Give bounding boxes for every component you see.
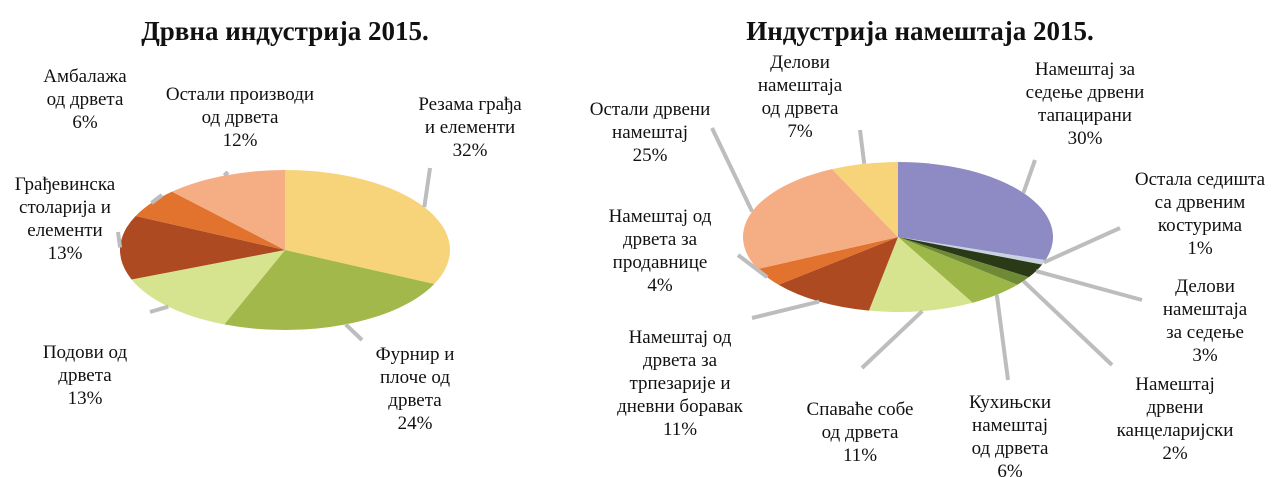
leader-line (150, 193, 164, 205)
slice-value-label: 13% (48, 243, 83, 264)
leader-line (116, 231, 123, 248)
slice-value-label: 6% (997, 461, 1023, 477)
pie-slice (224, 250, 435, 330)
slice-label: Спаваће собе од дрвета (807, 399, 914, 443)
slice-label: Амбалажа од дрвета (43, 66, 127, 110)
slice-value-label: 12% (223, 130, 258, 151)
pie-slice (778, 237, 898, 311)
pie-slice (868, 237, 973, 312)
chart-title: Индустрија намештаја 2015. (746, 16, 1094, 46)
pie-slice (285, 170, 451, 285)
slice-label: Делови намештаја од дрвета (758, 52, 843, 119)
slice-value-label: 32% (453, 140, 488, 161)
pie-slice (898, 237, 1018, 303)
pie-slice (898, 237, 1043, 278)
slice-value-label: 24% (398, 413, 433, 434)
leader-line (422, 167, 432, 208)
slice-value-label: 7% (787, 121, 813, 142)
pie-slice (898, 237, 1029, 285)
pie-slice (898, 237, 1046, 265)
pie-slice (757, 237, 898, 285)
leader-line (1043, 226, 1121, 265)
leader-line (1021, 159, 1037, 194)
slice-value-label: 1% (1187, 238, 1213, 259)
slice-label: Намештај за седење дрвени тапацирани (1026, 59, 1145, 126)
slice-value-label: 25% (633, 145, 668, 166)
leader-line (344, 322, 364, 342)
leader-line (736, 253, 769, 279)
slice-label: Подови од дрвета (43, 342, 128, 386)
leader-line (710, 127, 754, 213)
leader-line (222, 170, 230, 178)
leader-line (751, 299, 820, 320)
slice-label: Резама грађа и елементи (418, 94, 522, 138)
slice-label: Остали производи од дрвета (166, 84, 314, 128)
slice-label: Намештај од дрвета за трпезарије и дневни б… (617, 327, 744, 417)
slice-label: Делови намештаја за седење (1163, 276, 1248, 343)
leader-line (994, 294, 1010, 381)
slice-value-label: 3% (1192, 345, 1218, 366)
leader-line (860, 309, 924, 370)
slice-label: Остали дрвени намештај (590, 99, 711, 143)
pie-slice (135, 191, 285, 250)
pie-slice (743, 169, 898, 269)
chart-title: Дрвна индустрија 2015. (141, 16, 429, 46)
leader-line (149, 304, 169, 314)
slice-value-label: 30% (1068, 128, 1103, 149)
slice-value-label: 2% (1162, 443, 1188, 464)
leader-line (858, 129, 867, 165)
slice-label: Намештај од дрвета за продавнице (609, 206, 712, 273)
pie-slice (120, 215, 286, 280)
leader-line (1022, 279, 1114, 367)
slice-label: Фурнир и плоче од дрвета (376, 344, 455, 411)
slice-value-label: 11% (843, 445, 877, 466)
slice-label: Остала седишта са дрвеним костурима (1135, 169, 1266, 236)
leader-line (1035, 269, 1143, 302)
slice-value-label: 4% (647, 275, 673, 296)
pie-slice (172, 170, 285, 250)
slice-value-label: 6% (72, 112, 98, 133)
slice-label: Намештај дрвени канцеларијски (1117, 374, 1234, 441)
pie-slice (131, 250, 285, 325)
slice-value-label: 13% (68, 388, 103, 409)
slice-label: Грађевинска столарија и елементи (15, 174, 116, 241)
pie-slice (898, 162, 1054, 261)
slice-label: Кухињски намештај од дрвета (969, 392, 1051, 459)
slice-value-label: 11% (663, 419, 697, 440)
pie-slice (832, 162, 898, 237)
